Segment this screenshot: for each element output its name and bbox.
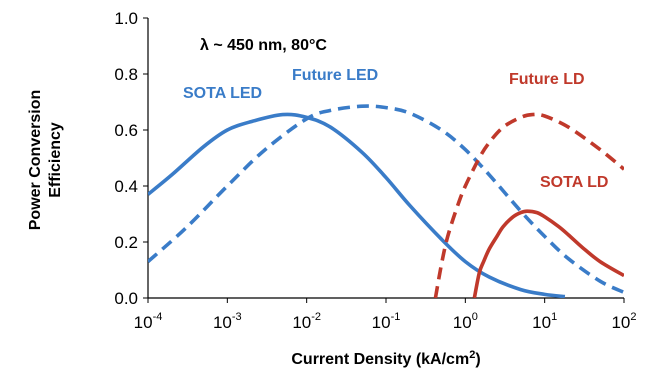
y-tick-label: 0.4 xyxy=(114,177,138,196)
series-line-sota-ld xyxy=(472,209,624,298)
series-line-future-led xyxy=(148,104,624,295)
x-axis-title: Current Density (kA/cm2) xyxy=(291,349,480,368)
x-tick-label: 100 xyxy=(453,311,478,332)
y-tick-label: 0.2 xyxy=(114,233,138,252)
label-sota-ld: SOTA LD xyxy=(540,174,608,191)
x-tick-label: 102 xyxy=(611,311,636,332)
series-lines xyxy=(148,104,624,298)
y-tick-label: 1.0 xyxy=(114,9,138,28)
condition-annotation: λ ~ 450 nm, 80°C xyxy=(200,37,327,54)
x-tick-label: 10-2 xyxy=(292,311,321,332)
axes xyxy=(147,18,624,299)
label-sota-led: SOTA LED xyxy=(183,85,262,102)
y-tick-label: 0.0 xyxy=(114,289,138,308)
label-future-ld: Future LD xyxy=(509,71,585,88)
x-tick-label: 101 xyxy=(532,311,557,332)
y-tick-label: 0.8 xyxy=(114,65,138,84)
x-tick-label: 10-1 xyxy=(372,311,401,332)
series-line-sota-led xyxy=(148,112,566,298)
y-axis-title-line2: Efficiency xyxy=(47,122,64,198)
x-tick-label: 10-3 xyxy=(213,311,242,332)
series-labels: SOTA LED Future LED Future LD SOTA LD xyxy=(183,67,608,191)
y-axis-title-line1: Power Conversion xyxy=(27,90,44,230)
tick-labels: 0.0 0.2 0.4 0.6 0.8 1.0 10-4 10-3 10-2 10-1 100 101… xyxy=(114,9,636,332)
x-tick-label: 10-4 xyxy=(134,311,163,332)
y-tick-label: 0.6 xyxy=(114,121,138,140)
y-axis-title: Power Conversion Efficiency xyxy=(27,90,64,230)
series-line-future-ld xyxy=(433,112,624,298)
label-future-led: Future LED xyxy=(292,67,378,84)
